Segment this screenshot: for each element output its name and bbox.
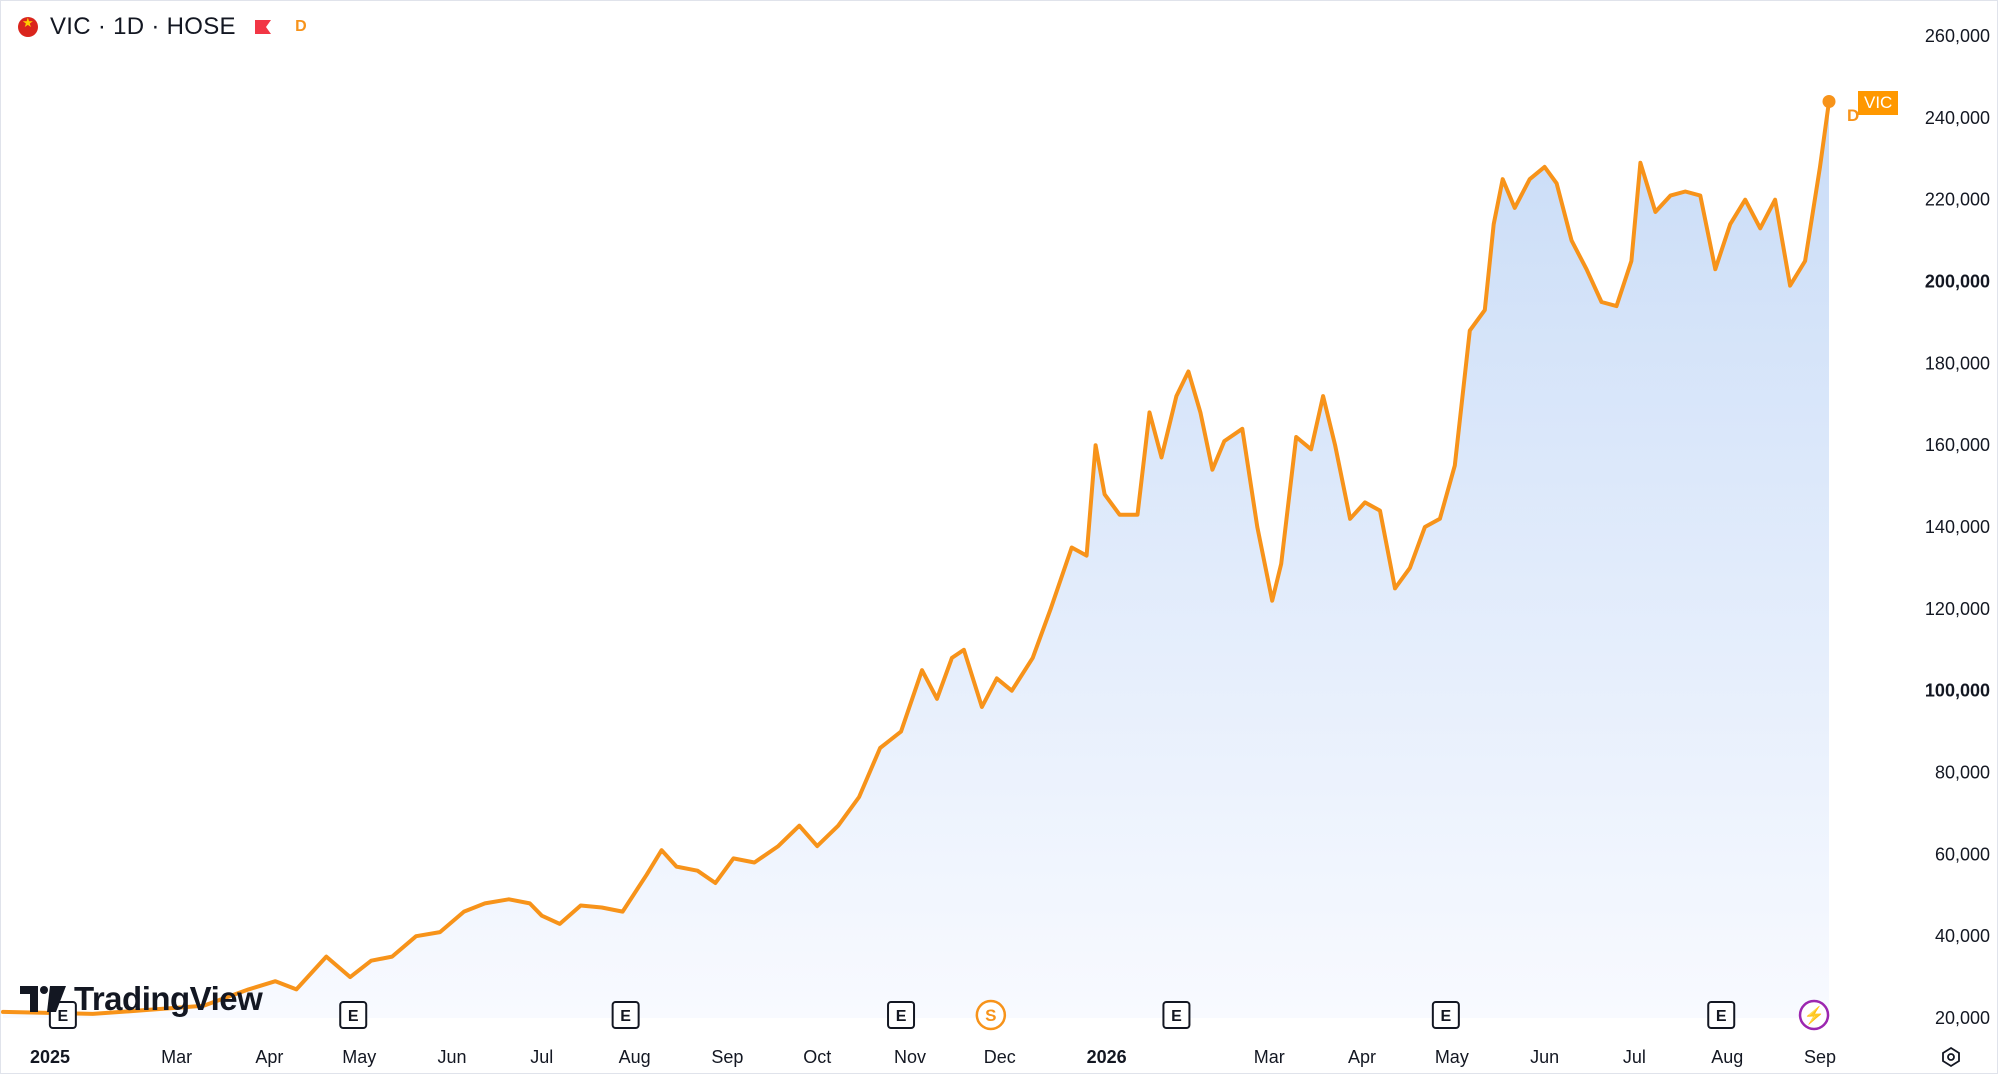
event-markers: E E E E S E E E ⚡ xyxy=(48,999,1830,1031)
y-tick-label: 220,000 xyxy=(1925,190,1990,210)
tradingview-logo-icon xyxy=(20,986,66,1012)
x-tick-label: Mar xyxy=(161,1047,192,1067)
x-tick-label: May xyxy=(342,1047,376,1067)
dividend-badge-icon[interactable]: D xyxy=(295,18,307,35)
y-tick-label: 240,000 xyxy=(1925,108,1990,128)
y-tick-label: 20,000 xyxy=(1935,1008,1990,1028)
x-tick-label: May xyxy=(1435,1047,1469,1067)
price-line xyxy=(1,99,1831,1016)
event-marker-label: E xyxy=(620,1008,631,1025)
x-tick-label: Jun xyxy=(437,1047,466,1067)
earnings-icon[interactable]: E xyxy=(339,1001,368,1029)
price-label-marker: D xyxy=(1847,106,1860,125)
x-tick-label: Jun xyxy=(1530,1047,1559,1067)
event-marker-label: E xyxy=(1441,1008,1452,1025)
x-tick-label: Aug xyxy=(1711,1047,1743,1067)
event-marker-label: E xyxy=(896,1008,907,1025)
event-marker-label: E xyxy=(1171,1008,1182,1025)
earnings-icon[interactable]: E xyxy=(887,1001,916,1029)
x-tick-label: Apr xyxy=(255,1047,283,1067)
last-price-dot xyxy=(1822,94,1836,108)
x-tick-label: 2026 xyxy=(1087,1047,1127,1067)
event-marker-label: E xyxy=(348,1008,359,1025)
symbol-title: VIC · 1D · HOSE xyxy=(50,13,236,40)
symbol-header[interactable]: VIC · 1D · HOSE D xyxy=(18,10,312,44)
y-tick-label: 120,000 xyxy=(1925,599,1990,619)
x-tick-label: Mar xyxy=(1254,1047,1285,1067)
x-tick-label: Aug xyxy=(619,1047,651,1067)
tradingview-logo[interactable]: TradingView xyxy=(20,980,263,1018)
price-axis[interactable]: 260,000 240,000 220,000 200,000 180,000 160,0… xyxy=(1925,26,1990,1028)
y-tick-label: 140,000 xyxy=(1925,517,1990,537)
tradingview-logo-text: TradingView xyxy=(74,980,263,1017)
x-tick-label: Dec xyxy=(984,1047,1016,1067)
x-tick-label: Sep xyxy=(1804,1047,1836,1067)
earnings-icon[interactable]: E xyxy=(1431,1001,1460,1029)
x-tick-label: Jul xyxy=(530,1047,553,1067)
earnings-icon[interactable]: E xyxy=(1162,1001,1191,1029)
split-icon[interactable]: S xyxy=(975,999,1007,1031)
earnings-icon[interactable]: E xyxy=(1707,1001,1736,1029)
last-price-label: VIC xyxy=(1858,91,1899,115)
vietnam-flag-icon xyxy=(18,15,38,37)
y-tick-label: 60,000 xyxy=(1935,844,1990,864)
dividend-icon[interactable]: ⚡ xyxy=(1798,999,1830,1031)
x-tick-label: Sep xyxy=(711,1047,743,1067)
x-tick-label: Nov xyxy=(894,1047,926,1067)
y-tick-label: 100,000 xyxy=(1925,681,1990,701)
y-tick-label: 180,000 xyxy=(1925,353,1990,373)
x-tick-label: Jul xyxy=(1623,1047,1646,1067)
x-tick-label: Oct xyxy=(803,1047,831,1067)
x-tick-label: Apr xyxy=(1348,1047,1376,1067)
y-tick-label: 160,000 xyxy=(1925,435,1990,455)
y-tick-label: 40,000 xyxy=(1935,926,1990,946)
event-marker-label: E xyxy=(1716,1008,1727,1025)
y-tick-label: 260,000 xyxy=(1925,26,1990,46)
x-tick-label: 2025 xyxy=(30,1047,70,1067)
earnings-icon[interactable]: E xyxy=(611,1001,640,1029)
y-tick-label: 80,000 xyxy=(1935,763,1990,783)
event-marker-label: S xyxy=(985,1006,996,1025)
settings-icon[interactable] xyxy=(1940,1046,1962,1068)
time-axis[interactable]: 2025 Mar Apr May Jun Jul Aug Sep Oct Nov Dec 2026 Ma… xyxy=(30,1047,1836,1067)
red-flag-icon[interactable] xyxy=(254,19,272,35)
event-marker-label: ⚡ xyxy=(1803,1005,1824,1026)
event-marker-label: E xyxy=(58,1008,69,1025)
price-area-fill xyxy=(3,101,1829,1018)
y-tick-label: 200,000 xyxy=(1925,272,1990,292)
